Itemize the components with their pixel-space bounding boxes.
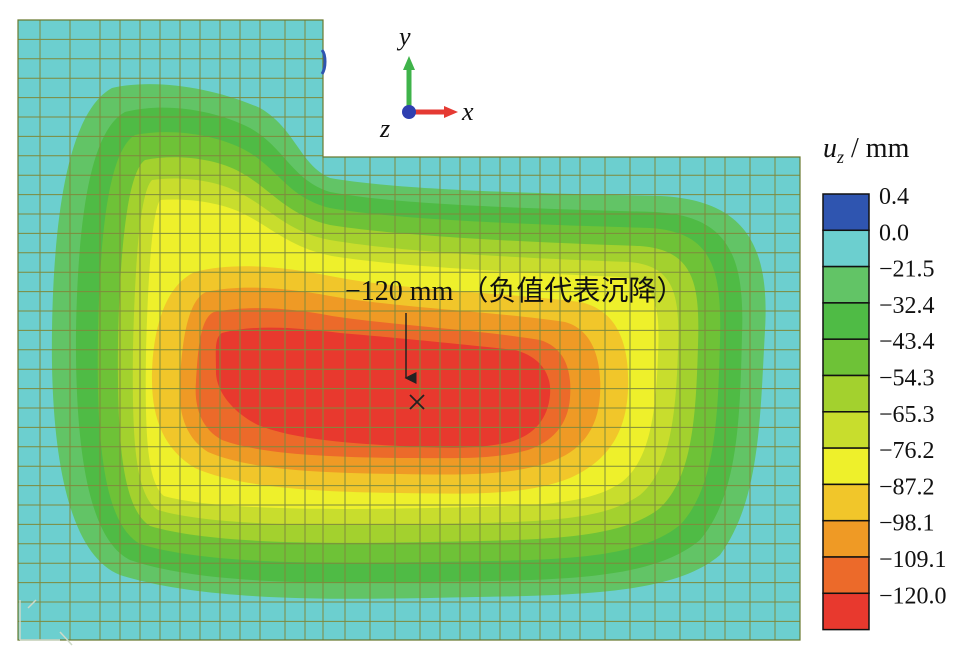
edge-marker — [320, 49, 327, 75]
x-axis-head — [444, 106, 458, 118]
legend-swatch — [822, 556, 870, 595]
peak-marker — [409, 394, 425, 410]
legend-swatch — [822, 483, 870, 522]
annotation-text: −120 mm （负值代表沉降） — [345, 275, 684, 307]
legend-title: uz / mm — [823, 133, 910, 167]
legend-level-label: −54.3 — [879, 366, 935, 392]
plate-outline — [17, 19, 801, 641]
color-legend: uz / mm 0.4 0.0 −21.5 −32.4 −43.4 −54.3 −65.3 −… — [822, 133, 947, 631]
legend-swatch — [822, 265, 870, 304]
legend-level-label: −43.4 — [879, 329, 935, 355]
z-axis-label: z — [379, 114, 390, 143]
legend-level-label: 0.4 — [879, 184, 909, 210]
legend-level-label: −65.3 — [879, 402, 935, 428]
legend-level-label: −87.2 — [879, 474, 935, 500]
settlement-annotation: −120 mm （负值代表沉降） — [345, 275, 684, 410]
y-axis-head — [403, 56, 415, 70]
legend-swatch — [822, 519, 870, 558]
x-axis-label: x — [461, 97, 474, 126]
legend-level-label: −32.4 — [879, 293, 935, 319]
legend-title-var: u — [823, 133, 837, 164]
legend-swatch — [822, 338, 870, 377]
legend-swatch — [822, 447, 870, 486]
legend-color-boxes — [822, 193, 870, 631]
legend-title-unit: / mm — [844, 133, 910, 164]
legend-level-label: −109.1 — [879, 547, 947, 573]
contour-band-120 — [215, 327, 551, 448]
legend-swatch — [822, 411, 870, 449]
legend-labels: 0.4 0.0 −21.5 −32.4 −43.4 −54.3 −65.3 −76.2 −87.… — [879, 184, 947, 609]
y-axis-label: y — [396, 22, 411, 51]
legend-level-label: 0.0 — [879, 220, 909, 246]
legend-level-label: −120.0 — [879, 583, 947, 609]
legend-title-sub: z — [836, 147, 844, 167]
contour-plot — [18, 20, 800, 640]
bottom-left-triad-ghost — [19, 599, 73, 646]
legend-swatch — [822, 592, 870, 631]
legend-swatch — [822, 374, 870, 413]
legend-level-label: −98.1 — [879, 511, 935, 537]
legend-level-label: −21.5 — [879, 257, 935, 283]
legend-swatch — [822, 229, 870, 268]
z-axis-dot — [402, 105, 416, 119]
legend-swatch — [822, 193, 870, 232]
coordinate-axes: y x z — [379, 22, 474, 143]
legend-level-label: −76.2 — [879, 438, 935, 464]
legend-swatch — [822, 302, 870, 340]
